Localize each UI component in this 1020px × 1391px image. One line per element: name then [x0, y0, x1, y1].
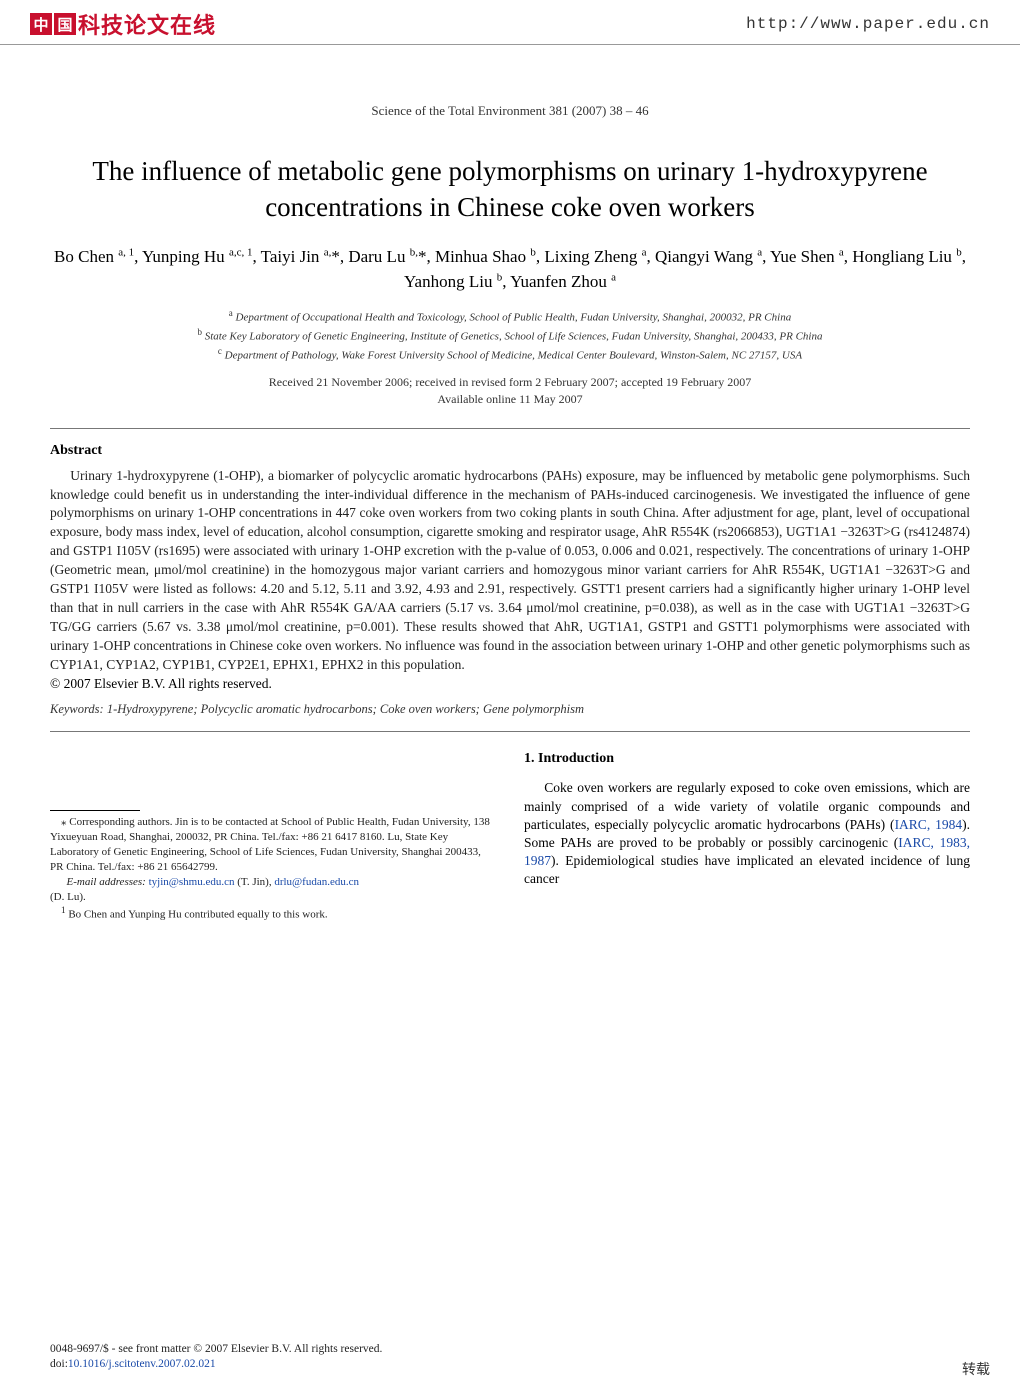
footnote-rule [50, 810, 140, 811]
introduction-body: Coke oven workers are regularly exposed … [524, 779, 970, 888]
equal-contribution-note: 1 Bo Chen and Yunping Hu contributed equ… [50, 904, 496, 923]
abstract-text: Urinary 1-hydroxypyrene (1-OHP), a bioma… [50, 467, 970, 675]
received-line: Received 21 November 2006; received in r… [0, 374, 1020, 391]
intro-post: ). Epidemiological studies have implicat… [524, 853, 970, 886]
doi-link[interactable]: 10.1016/j.scitotenv.2007.02.021 [68, 1358, 216, 1370]
introduction-heading: 1. Introduction [524, 750, 970, 769]
copyright-line: © 2007 Elsevier B.V. All rights reserved… [50, 676, 970, 692]
keywords-label: Keywords: [50, 702, 104, 716]
contrib-text: Bo Chen and Yunping Hu contributed equal… [68, 909, 327, 921]
email-label: E-mail addresses: [67, 876, 146, 888]
logo-char-2: 国 [54, 13, 76, 35]
keywords-text: 1-Hydroxypyrene; Polycyclic aromatic hyd… [107, 702, 584, 716]
keywords-line: Keywords: 1-Hydroxypyrene; Polycyclic ar… [50, 702, 970, 717]
site-logo: 中 国 科技论文在线 [30, 8, 216, 40]
left-column: ⁎ Corresponding authors. Jin is to be co… [50, 750, 496, 923]
divider [50, 731, 970, 732]
right-column: 1. Introduction Coke oven workers are re… [524, 750, 970, 923]
abstract-heading: Abstract [50, 443, 970, 459]
ref-iarc-1984[interactable]: IARC, 1984 [895, 817, 963, 832]
email-jin[interactable]: tyjin@shmu.edu.cn [149, 876, 235, 888]
footnotes: ⁎ Corresponding authors. Jin is to be co… [50, 815, 496, 923]
author-list: Bo Chen a, 1, Yunping Hu a,c, 1, Taiyi J… [50, 244, 970, 295]
abstract-body: Urinary 1-hydroxypyrene (1-OHP), a bioma… [50, 467, 970, 675]
email-jin-name: (T. Jin), [237, 876, 271, 888]
email-lu-name: (D. Lu). [50, 890, 496, 905]
introduction-paragraph: Coke oven workers are regularly exposed … [524, 779, 970, 888]
affiliation-c: c Department of Pathology, Wake Forest U… [40, 345, 980, 364]
doi-label: doi: [50, 1358, 68, 1370]
affiliation-a: a Department of Occupational Health and … [40, 307, 980, 326]
affiliations: a Department of Occupational Health and … [40, 307, 980, 364]
affiliation-a-text: Department of Occupational Health and To… [236, 312, 792, 324]
divider [50, 428, 970, 429]
affiliation-b-text: State Key Laboratory of Genetic Engineer… [205, 331, 823, 343]
doi-line: doi:10.1016/j.scitotenv.2007.02.021 [50, 1357, 382, 1373]
footer-left: 0048-9697/$ - see front matter © 2007 El… [50, 1342, 382, 1373]
available-line: Available online 11 May 2007 [0, 391, 1020, 408]
email-line: E-mail addresses: tyjin@shmu.edu.cn (T. … [50, 875, 496, 890]
article-title: The influence of metabolic gene polymorp… [60, 153, 960, 226]
reprint-stamp: 转载 [962, 1359, 990, 1379]
two-column-region: ⁎ Corresponding authors. Jin is to be co… [50, 750, 970, 923]
issn-line: 0048-9697/$ - see front matter © 2007 El… [50, 1342, 382, 1358]
article-dates: Received 21 November 2006; received in r… [0, 374, 1020, 408]
affiliation-b: b State Key Laboratory of Genetic Engine… [40, 326, 980, 345]
header-bar: 中 国 科技论文在线 http://www.paper.edu.cn [0, 0, 1020, 45]
journal-citation: Science of the Total Environment 381 (20… [0, 103, 1020, 119]
header-url[interactable]: http://www.paper.edu.cn [746, 15, 990, 33]
corresponding-author-note: ⁎ Corresponding authors. Jin is to be co… [50, 815, 496, 874]
affiliation-c-text: Department of Pathology, Wake Forest Uni… [225, 350, 802, 362]
logo-text: 科技论文在线 [78, 8, 216, 40]
logo-char-1: 中 [30, 13, 52, 35]
email-lu[interactable]: drlu@fudan.edu.cn [274, 876, 359, 888]
